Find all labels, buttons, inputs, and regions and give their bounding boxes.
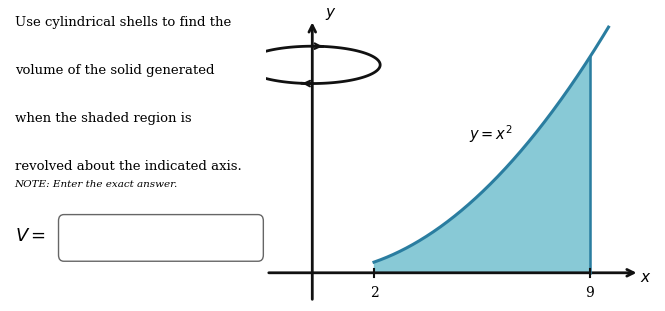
Text: NOTE: Enter the exact answer.: NOTE: Enter the exact answer. (15, 180, 178, 189)
Text: $y = x^2$: $y = x^2$ (469, 123, 513, 145)
FancyBboxPatch shape (59, 215, 263, 261)
Text: $x$: $x$ (640, 271, 651, 285)
Text: Use cylindrical shells to find the: Use cylindrical shells to find the (15, 16, 231, 29)
Text: when the shaded region is: when the shaded region is (15, 112, 192, 125)
Text: revolved about the indicated axis.: revolved about the indicated axis. (15, 160, 241, 173)
Text: volume of the solid generated: volume of the solid generated (15, 64, 214, 77)
Text: $y$: $y$ (325, 6, 336, 22)
Text: 2: 2 (370, 286, 378, 300)
Text: $V =$: $V =$ (15, 227, 46, 245)
Text: 9: 9 (586, 286, 595, 300)
